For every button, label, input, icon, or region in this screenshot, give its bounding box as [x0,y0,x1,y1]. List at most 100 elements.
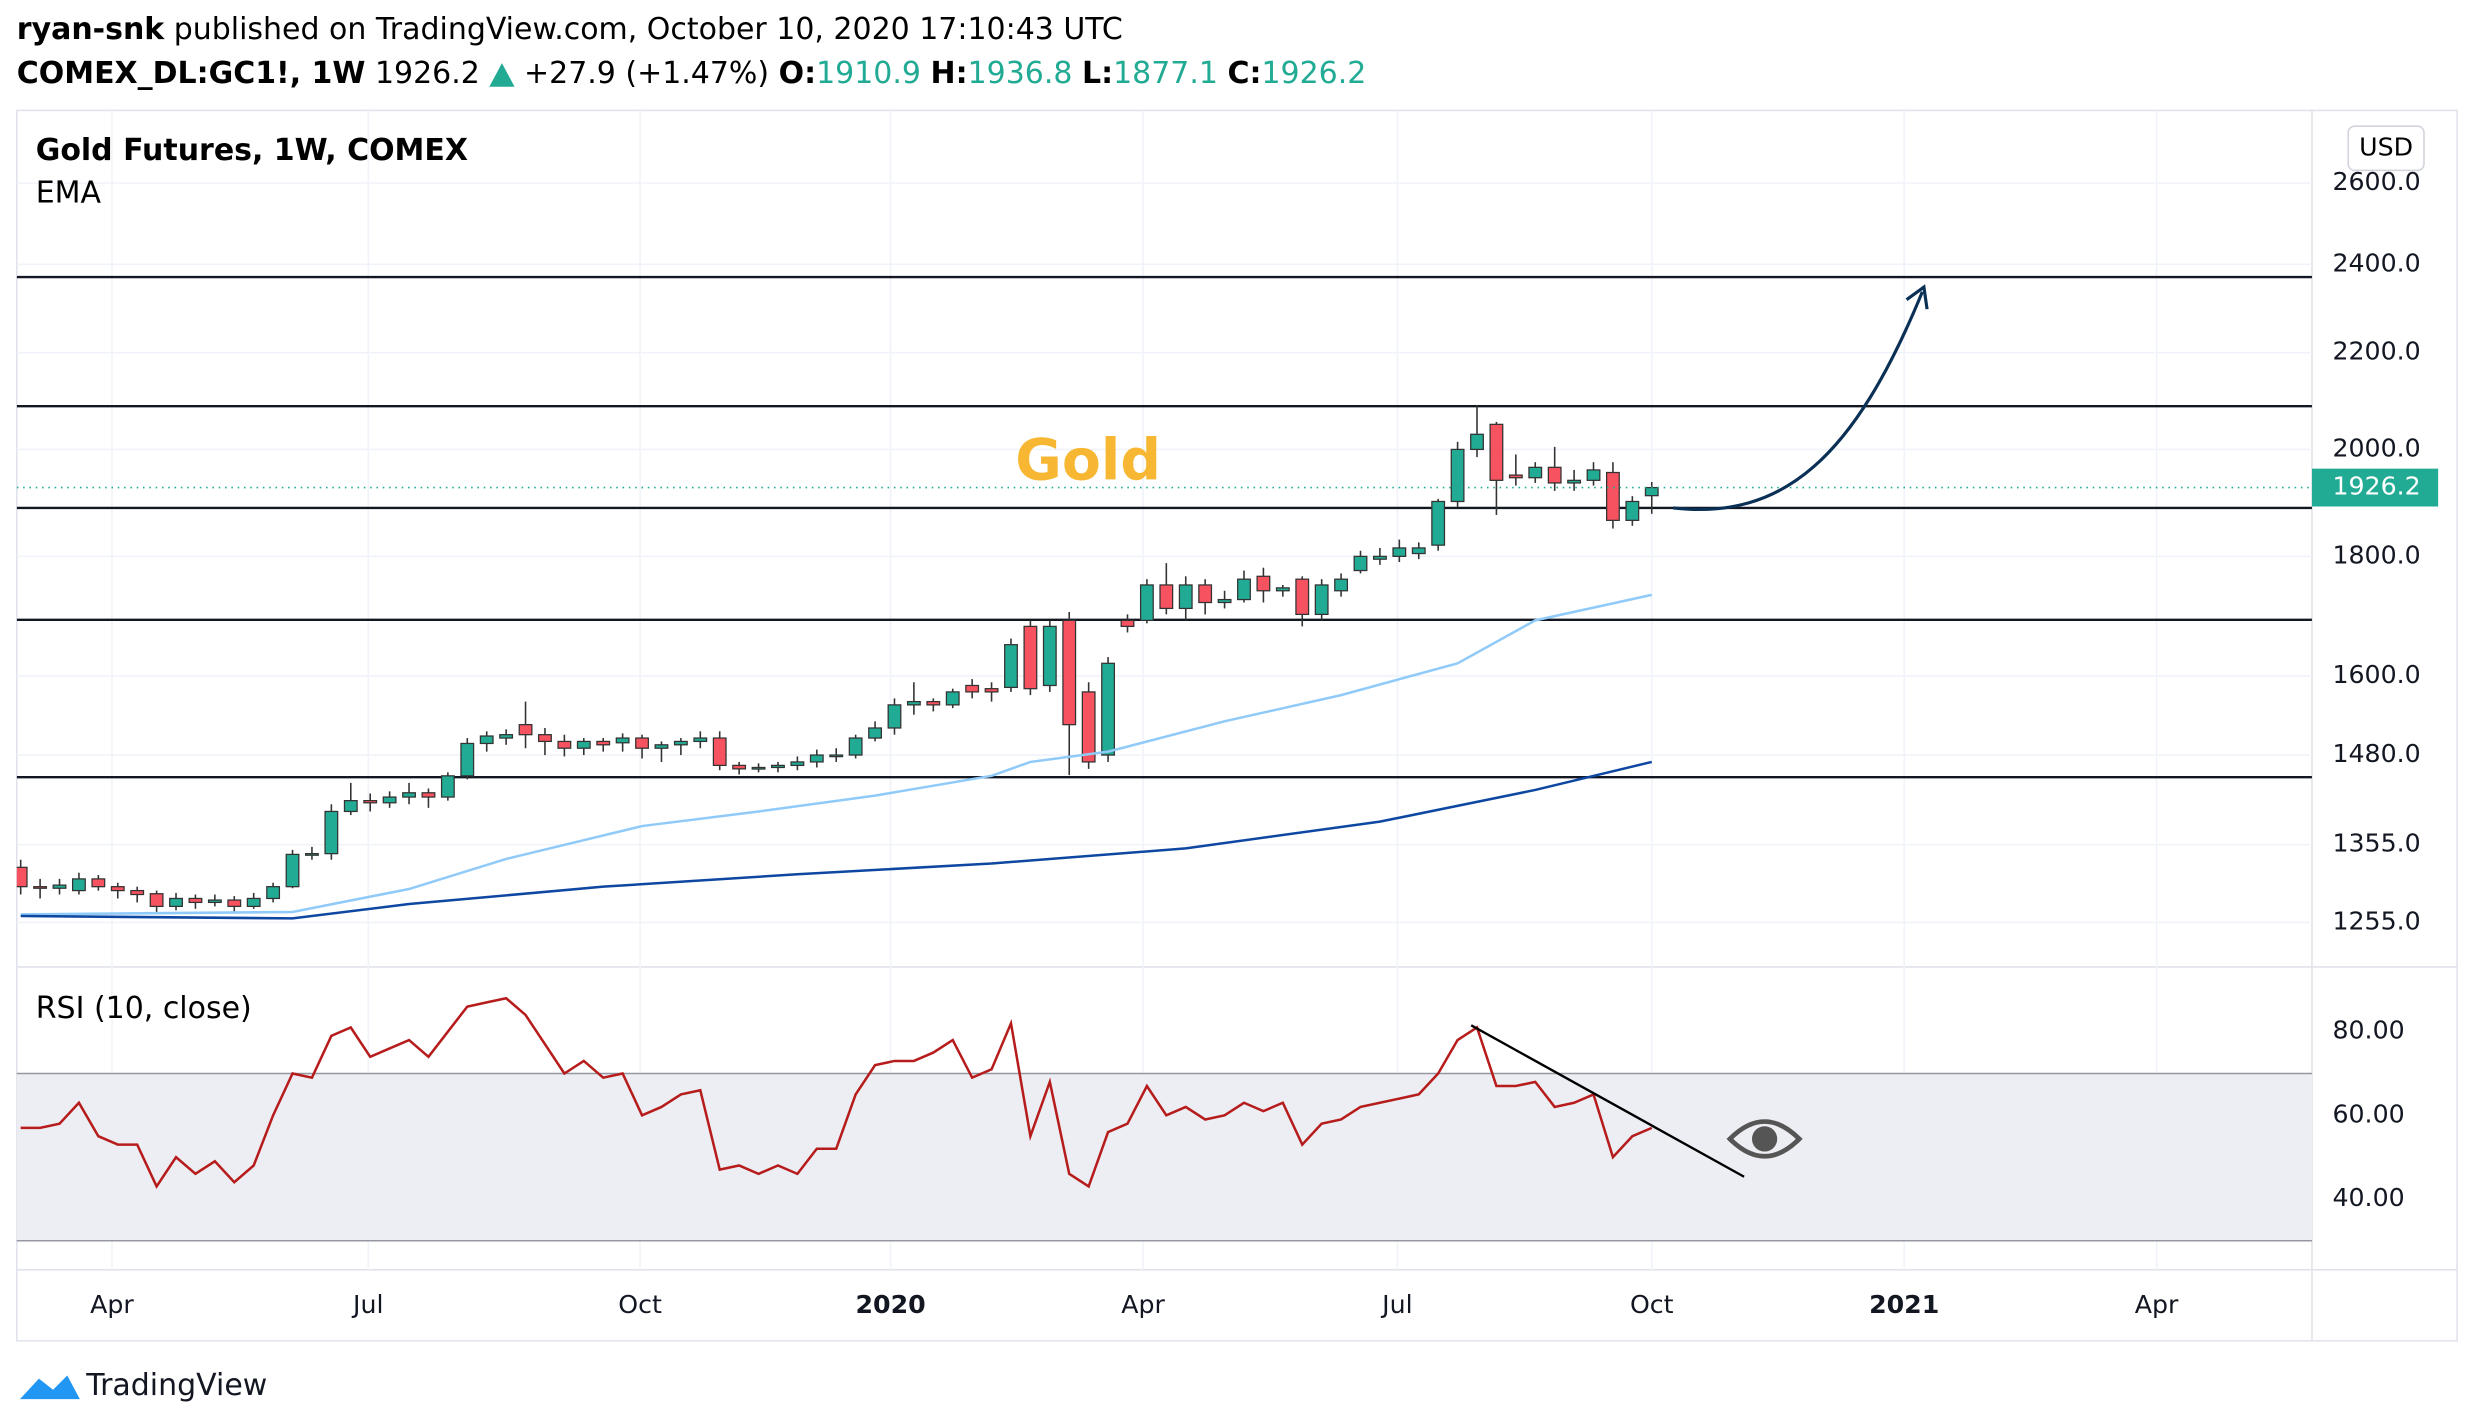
eye-pupil [1751,1126,1778,1152]
candle-body [1547,466,1562,484]
candle-body [1159,584,1174,610]
candle-body [732,764,747,770]
c-label: C: [1227,56,1261,91]
candle-body [1139,584,1154,621]
candle-body [1217,598,1232,604]
logo-mark [19,1375,80,1400]
candle-body [538,734,552,743]
candle-body [246,897,261,908]
candle-body [1586,469,1601,481]
o-label: O: [779,56,816,91]
candle-body [1625,500,1640,521]
candle-body [771,764,785,769]
rsi-tick-label: 80.00 [2332,1016,2404,1045]
l-value: 1877.1 [1113,56,1218,91]
candle-body [266,886,281,900]
rsi-title: RSI (10, close) [36,991,252,1026]
candle-body [1411,547,1426,555]
candle-body [1120,619,1135,628]
candle-body [1295,578,1310,616]
candle-body [499,734,514,739]
candle-body [712,737,727,767]
x-tick-label: Jul [351,1290,383,1319]
candle-body [460,742,475,777]
y-tick-label: 1355.0 [2332,829,2420,858]
candle-body [130,889,145,896]
candle-body [479,735,494,745]
plot [16,275,2312,1189]
candle-body [1237,578,1251,601]
line [20,996,1653,1189]
chart-title: Gold Futures, 1W, COMEX [36,133,468,168]
brand: TradingView [85,1368,267,1403]
logo: TradingView [19,1368,267,1403]
candle-body [1431,500,1446,546]
candle-body [16,866,28,888]
candle-body [363,800,378,804]
y-tick-label: 2200.0 [2332,337,2420,366]
candle-body [1062,619,1077,726]
candle-body [615,737,630,744]
candle-body [285,853,300,888]
forecast-arrow [1672,291,1924,511]
candle-body [926,700,941,706]
x-tick-label: 2020 [855,1290,925,1319]
candle-body [1372,555,1387,560]
candle-body [848,737,863,756]
candle-body [440,775,455,798]
candle-body [1392,547,1407,557]
candle-body [1198,584,1213,604]
candle-body [906,700,921,706]
h-value: 1936.8 [968,56,1073,91]
frame [16,109,2458,1342]
candle-body [790,761,805,767]
last: 1926.2 [375,56,480,91]
candle-body [557,740,572,749]
candle-body [91,878,106,888]
up-arrow [489,63,515,87]
candle-body [1178,584,1193,610]
y-tick-label: 1255.0 [2332,906,2420,935]
candle-body [965,684,980,693]
published: published on TradingView.com, October 10… [174,11,1123,46]
candle-body [751,766,766,770]
candle-body [188,897,203,904]
candle-body [1334,578,1349,592]
line [20,760,1653,920]
candle-body [576,740,591,749]
author: ryan-snk [17,11,165,46]
candle-body [693,737,708,743]
rsi-tick-label: 40.00 [2332,1183,2404,1212]
candle-body [402,792,416,798]
labels: Apr Jul Oct 2020 Apr Jul Oct 2021 Apr 1255.0 1355.… [90,167,2439,1319]
candle-body [1023,625,1038,690]
line [20,593,1653,916]
candle-body [829,754,844,758]
x-tick-label: Apr [90,1290,134,1319]
candle-body [1605,471,1620,521]
candle-body [1353,555,1368,572]
eye-outline [1726,1119,1803,1159]
x-tick-label: Apr [2135,1290,2179,1319]
candle-body [1508,474,1523,479]
o-value: 1910.9 [816,56,921,91]
currency-button[interactable] [2347,125,2425,172]
currency[interactable]: USD [2359,132,2413,161]
header-line-1: ryan-snk published on TradingView.com, O… [17,11,1123,46]
candle-body [1528,466,1543,479]
x-tick-label: 2021 [1869,1290,1939,1319]
candle-body [1004,644,1018,689]
forecast-arrow-head [1905,284,1929,310]
candle-body [673,740,688,746]
candle-body [1081,691,1096,763]
candle-body [149,893,164,908]
rsi-trendline [1470,1024,1745,1178]
candle-body [110,886,125,892]
y-tick-label: 2400.0 [2332,248,2420,277]
h-label: H: [930,56,967,91]
x-tick-label: Oct [618,1290,662,1319]
l-label: L: [1082,56,1113,91]
x-tick-label: Jul [1380,1290,1412,1319]
